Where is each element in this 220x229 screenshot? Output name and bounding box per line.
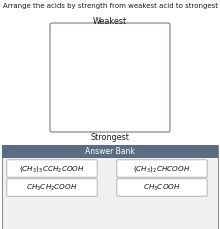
FancyBboxPatch shape [117,179,207,196]
Text: Weakest: Weakest [93,17,127,26]
Text: $(CH_3)_3CCH_2COOH$: $(CH_3)_3CCH_2COOH$ [19,164,85,174]
FancyBboxPatch shape [2,145,218,229]
Text: $CH_3COOH$: $CH_3COOH$ [143,183,181,193]
FancyBboxPatch shape [7,160,97,177]
Text: Answer Bank: Answer Bank [85,147,135,156]
FancyBboxPatch shape [50,23,170,132]
FancyBboxPatch shape [7,179,97,196]
Text: $(CH_3)_2CHCOOH$: $(CH_3)_2CHCOOH$ [133,164,191,174]
FancyBboxPatch shape [2,145,218,158]
FancyBboxPatch shape [117,160,207,177]
Text: Strongest: Strongest [91,133,129,142]
Text: Arrange the acids by strength from weakest acid to strongest acid.: Arrange the acids by strength from weake… [3,3,220,9]
Text: $CH_3CH_2COOH$: $CH_3CH_2COOH$ [26,183,78,193]
